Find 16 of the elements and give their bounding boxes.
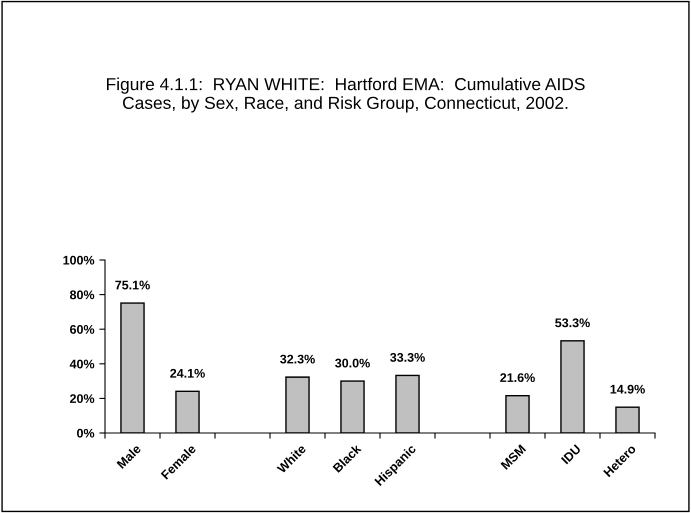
data-label: 24.1% (170, 368, 205, 378)
data-label: 14.9% (610, 384, 645, 394)
data-label: 33.3% (390, 352, 425, 362)
data-label: 30.0% (335, 358, 370, 368)
y-tick-label: 60% (70, 325, 94, 334)
data-label: 21.6% (500, 373, 535, 382)
y-tick-label: 0% (77, 428, 94, 438)
data-label: 75.1% (115, 280, 150, 290)
y-tick-label: 40% (70, 360, 94, 368)
y-tick-label: 100% (63, 256, 94, 265)
chart-title: Figure 4.1.1: RYAN WHITE: Hartford EMA: Cumulative AIDS Cases, by Sex, Race, and Risk Group, Connecticut, 2002. (107, 78, 585, 112)
y-tick-label: 80% (70, 290, 94, 300)
data-label: 53.3% (555, 318, 590, 328)
y-tick-label: 20% (70, 394, 94, 404)
x-tick-label: IDU (560, 444, 582, 465)
data-label: 32.3% (280, 354, 315, 364)
